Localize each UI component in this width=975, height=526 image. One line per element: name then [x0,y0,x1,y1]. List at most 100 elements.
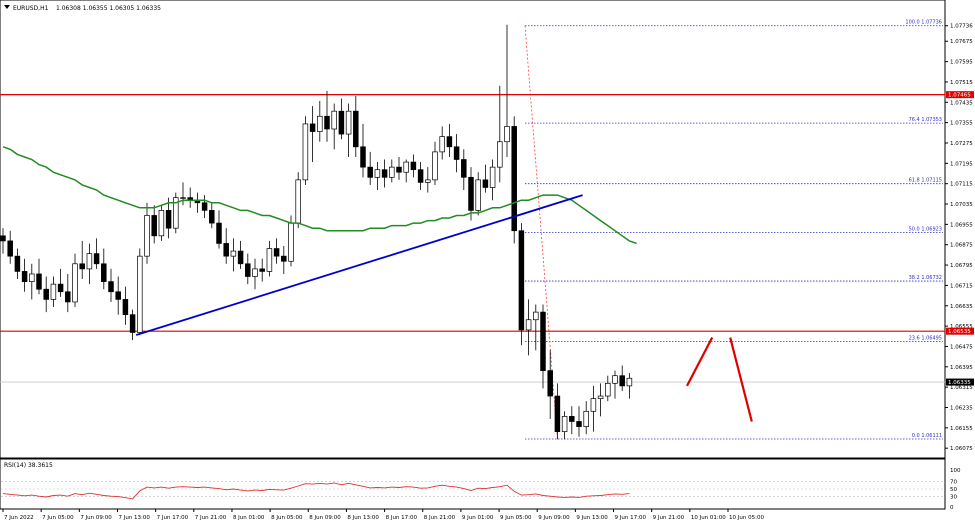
time-tick-label: 8 Jun 17:00 [386,515,418,521]
candle-bear [446,136,453,148]
rsi-tick-label: 100 [950,468,961,474]
price-tick-label: 1.07435 [950,100,973,106]
candle-bear [619,375,625,387]
candle-bear [165,210,172,229]
candle-bear [93,253,100,265]
candle-bull [525,319,532,331]
fib-level-label: 38.2 1.06732 [909,275,942,281]
candle-bull [389,166,395,178]
level-price-tag-text: 1.06535 [948,329,971,335]
current-price-tag-box [946,378,974,386]
candle-bear [122,299,129,316]
candle-bull [561,416,568,433]
candle-bear [223,243,229,257]
level-price-tag-text: 1.07465 [948,93,971,99]
candle-bear [273,248,280,257]
time-tick-label: 9 Jun 09:00 [538,515,570,521]
candle-bear [57,283,64,293]
candle-bull [86,253,93,270]
price-tick-label: 1.06235 [950,405,973,411]
projection-stroke[interactable] [729,337,753,422]
candle-bull [144,215,150,257]
candle-bull [475,179,481,211]
candle-bear [547,370,553,397]
price-tick-label: 1.06635 [950,304,973,310]
price-tick-label: 1.07736 [950,24,973,30]
price-tick-label: 1.06555 [950,324,973,330]
candle-bear [324,115,330,130]
candle-bear [338,110,345,135]
horizontal-levels[interactable] [0,94,945,383]
symbol-dropdown-icon[interactable] [4,5,10,9]
fib-level-label: 23.6 1.06495 [909,335,942,341]
candle-bear [417,169,424,183]
time-tick-label: 9 Jun 05:00 [500,515,532,521]
rsi-line [2,482,630,500]
candle-bear [36,273,42,290]
time-tick-label: 10 Jun 05:00 [729,515,764,521]
trendline-group[interactable] [135,194,583,336]
main-panel-frame [0,0,946,459]
candle-bear [482,179,489,188]
candle-bear [101,263,107,282]
rsi-title: RSI(14) 38.3615 [4,462,53,469]
projection-arrows[interactable] [686,337,753,422]
time-tick-label: 7 Jun 05:00 [42,515,74,521]
candle-bear [79,263,85,270]
price-tick-label: 1.07675 [950,39,973,45]
rsi-indicator: 100 70 50 30 0 [1,468,961,511]
candle-bull [597,395,604,399]
time-axis[interactable]: 7 Jun 2022 7 Jun 05:00 7 Jun 09:00 7 Jun 13… [2,509,764,521]
candle-bear [129,314,136,333]
candle-bear [554,395,561,433]
candle-bear [281,255,287,262]
time-tick-label: 7 Jun 2022 [4,515,34,521]
moving-average-line [2,146,637,245]
candle-bear [108,281,114,293]
candle-bull [252,268,258,277]
time-tick-label: 8 Jun 01:00 [233,515,265,521]
rsi-tick-label: 0 [950,505,954,511]
price-tick-label: 1.07275 [950,141,973,147]
candle-bear [115,291,121,300]
candle-bear [43,288,49,300]
price-axis[interactable]: 1.07736 1.07675 1.07595 1.07515 1.07435 1.073… [945,24,973,452]
rsi-tick-label: 50 [950,487,957,493]
candle-bull [403,161,409,173]
time-tick-label: 7 Jun 09:00 [80,515,112,521]
price-tick-label: 1.07195 [950,161,973,167]
rsi-tick-label: 70 [950,479,957,485]
time-tick-label: 8 Jun 09:00 [309,515,341,521]
candle-bear [259,268,265,272]
candle-bear [518,230,525,331]
candle-bull [295,179,301,224]
time-tick-label: 7 Jun 13:00 [118,515,150,521]
support-trendline[interactable] [135,194,583,336]
price-tick-label: 1.07355 [950,121,973,127]
price-tick-label: 1.06715 [950,283,973,289]
candle-bear [216,222,222,244]
candle-bear [410,161,417,171]
candle-bear [14,255,21,272]
rsi-panel-frame [0,458,946,510]
candle-bear [237,250,244,265]
price-tick-label: 1.06795 [950,263,973,269]
candle-bull [137,255,143,333]
candle-bear [381,169,388,178]
projection-stroke[interactable] [686,337,714,387]
candle-bull [317,115,323,132]
candle-bull [50,283,57,300]
moving-average [2,146,637,245]
candlesticks [0,24,633,440]
candle-bull [302,123,309,181]
candle-bull [345,110,352,135]
time-tick-label: 10 Jun 01:00 [691,515,726,521]
candle-bear [209,210,215,224]
candle-bear [309,123,316,132]
candle-bull [173,197,179,229]
price-tick-label: 1.06075 [950,446,973,452]
time-tick-label: 7 Jun 17:00 [157,515,189,521]
